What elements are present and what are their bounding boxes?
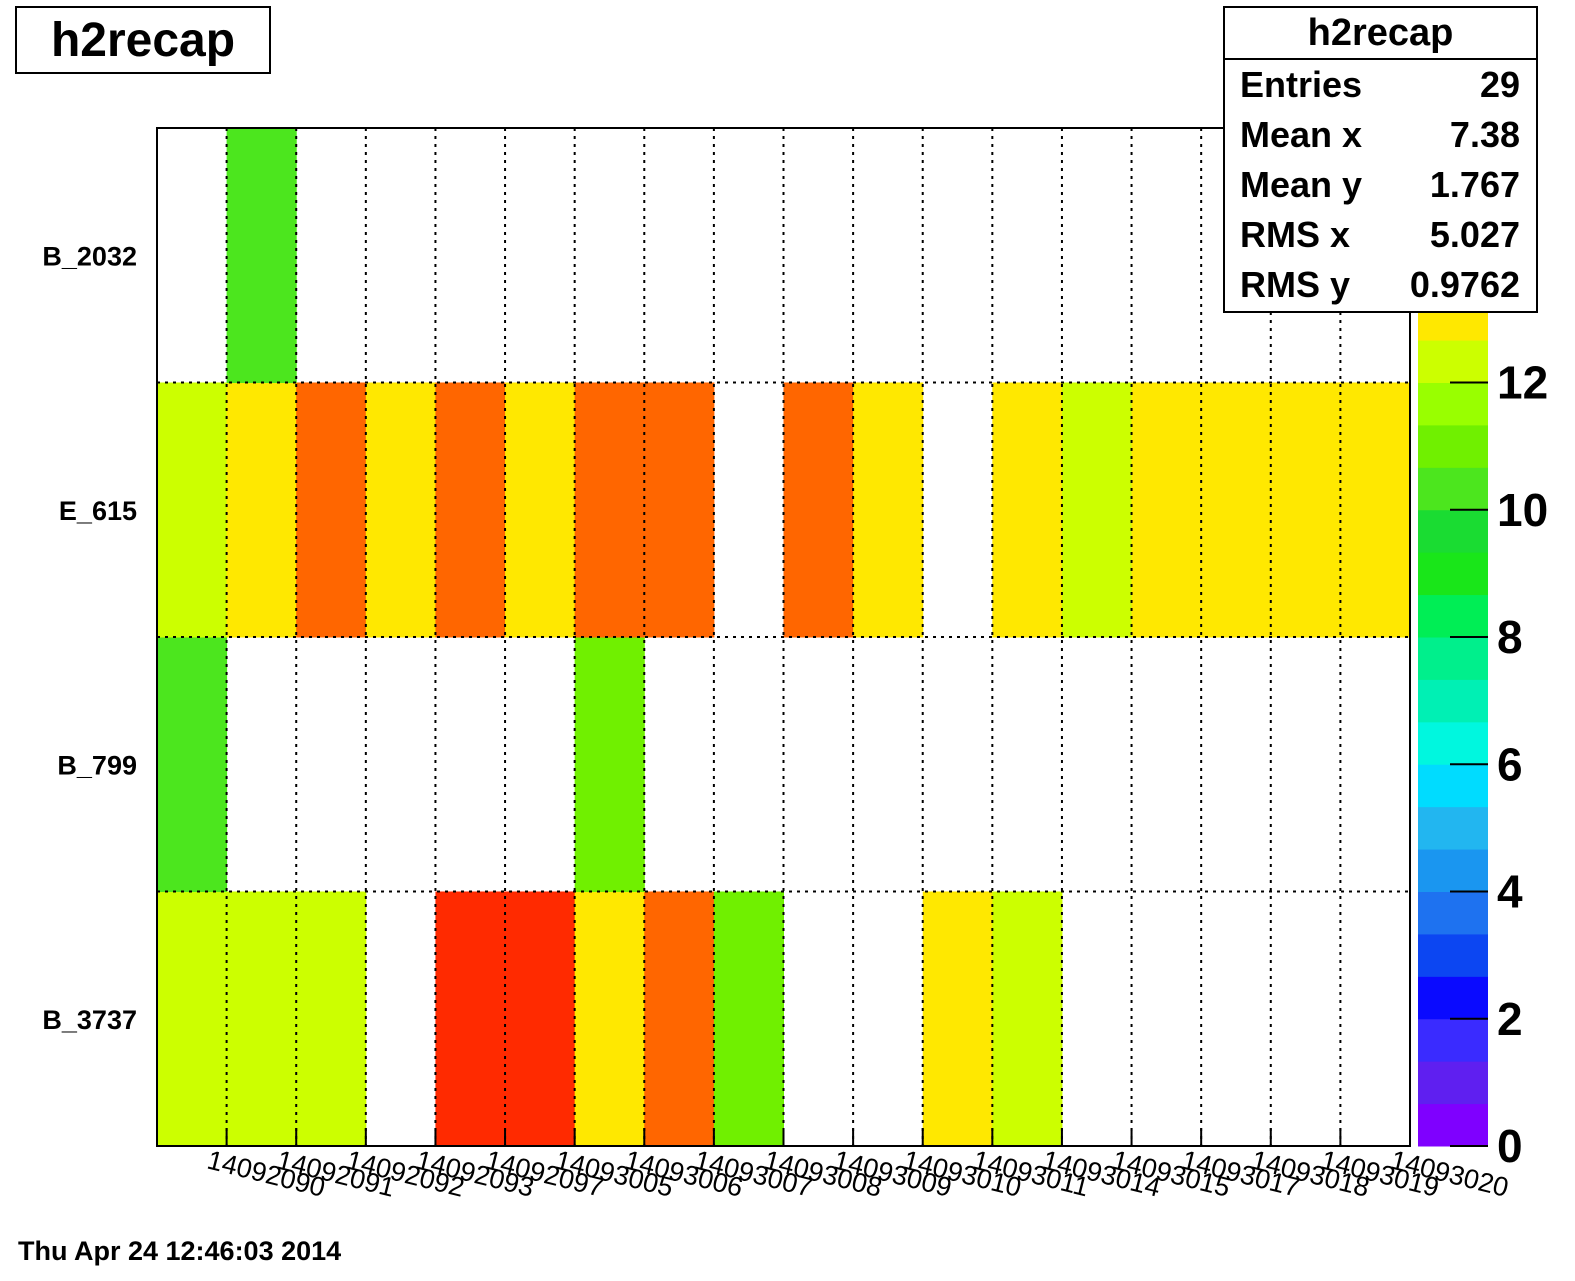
heatmap-cell bbox=[157, 891, 228, 1147]
color-scale-band bbox=[1418, 976, 1488, 1020]
stats-value: 5.027 bbox=[1429, 214, 1520, 255]
heatmap-cell bbox=[992, 891, 1063, 1147]
heatmap-cell bbox=[296, 891, 367, 1147]
heatmap-cell bbox=[157, 637, 228, 892]
heatmap-cell bbox=[1131, 382, 1202, 638]
color-scale-label: 12 bbox=[1497, 357, 1548, 409]
heatmap-cell bbox=[505, 891, 576, 1147]
color-scale-band bbox=[1418, 340, 1488, 383]
color-scale-label: 10 bbox=[1497, 484, 1548, 536]
heatmap-cell bbox=[435, 891, 506, 1147]
color-scale-band bbox=[1418, 933, 1488, 977]
stats-value: 1.767 bbox=[1429, 164, 1520, 205]
grid-lines bbox=[157, 128, 1410, 1146]
heatmap-cell bbox=[226, 128, 297, 383]
stats-row-rms-x: RMS x 5.027 bbox=[1225, 210, 1536, 260]
color-scale-label: 6 bbox=[1497, 738, 1523, 790]
heatmap-cell bbox=[157, 382, 228, 638]
color-scale-band bbox=[1418, 679, 1488, 723]
stats-label: RMS x bbox=[1240, 214, 1351, 255]
heatmap-cell bbox=[226, 382, 297, 638]
heatmap-cell bbox=[992, 382, 1063, 638]
heatmap-cell bbox=[1201, 382, 1272, 638]
y-tick-label: B_2032 bbox=[42, 241, 137, 271]
color-scale-band bbox=[1418, 509, 1488, 553]
y-tick-label: B_3737 bbox=[42, 1005, 137, 1035]
heatmap-cell bbox=[1061, 382, 1133, 638]
statistics-box: h2recap Entries 29 Mean x 7.38 Mean y 1.… bbox=[1223, 6, 1538, 313]
color-scale-band bbox=[1418, 1061, 1488, 1105]
heatmap-cell bbox=[644, 891, 715, 1147]
heatmap-cell bbox=[1340, 382, 1411, 638]
stats-row-rms-y: RMS y 0.9762 bbox=[1225, 260, 1536, 310]
heatmap-cells bbox=[157, 128, 1411, 1147]
heatmap-cell bbox=[644, 382, 715, 638]
heatmap-cell bbox=[574, 891, 645, 1147]
y-axis-ticks: B_3737 B_799 E_615 B_2032 bbox=[42, 241, 137, 1035]
color-scale-band bbox=[1418, 594, 1488, 638]
heatmap-cell bbox=[365, 382, 436, 638]
heatmap-cell bbox=[853, 382, 924, 638]
color-scale-band bbox=[1418, 637, 1488, 680]
color-scale-band bbox=[1418, 467, 1488, 511]
color-scale-label: 0 bbox=[1497, 1120, 1523, 1172]
color-scale-band bbox=[1418, 806, 1488, 850]
stats-row-mean-y: Mean y 1.767 bbox=[1225, 160, 1536, 210]
color-scale-label: 8 bbox=[1497, 611, 1523, 663]
stats-title: h2recap bbox=[1225, 8, 1536, 60]
stats-value: 7.38 bbox=[1449, 114, 1520, 155]
heatmap-cell bbox=[783, 382, 854, 638]
heatmap-cell bbox=[1270, 382, 1341, 638]
stats-row-entries: Entries 29 bbox=[1225, 60, 1536, 110]
stats-label: Entries bbox=[1240, 64, 1363, 105]
color-scale-band bbox=[1418, 849, 1488, 892]
heatmap-cell bbox=[435, 382, 506, 638]
stats-label: Mean y bbox=[1240, 164, 1363, 205]
color-scale-label: 4 bbox=[1497, 866, 1523, 918]
histogram-title: h2recap bbox=[15, 6, 271, 74]
heatmap-cell bbox=[713, 891, 784, 1147]
color-scale-label: 2 bbox=[1497, 993, 1523, 1045]
color-scale-band bbox=[1418, 1103, 1488, 1147]
stats-label: RMS y bbox=[1240, 264, 1351, 305]
heatmap-cell bbox=[922, 891, 993, 1147]
color-scale-band bbox=[1418, 764, 1488, 808]
heatmap-cell bbox=[574, 637, 645, 892]
stats-value: 29 bbox=[1479, 64, 1520, 105]
stats-value: 0.9762 bbox=[1409, 264, 1520, 305]
color-scale-band bbox=[1418, 1018, 1488, 1062]
heatmap-cell bbox=[505, 382, 576, 638]
color-scale-band bbox=[1418, 424, 1488, 468]
timestamp: Thu Apr 24 12:46:03 2014 bbox=[18, 1236, 342, 1266]
stats-row-mean-x: Mean x 7.38 bbox=[1225, 110, 1536, 160]
y-tick-label: E_615 bbox=[59, 496, 137, 526]
heatmap-cell bbox=[226, 891, 297, 1147]
y-tick-label: B_799 bbox=[57, 750, 137, 780]
heatmap-cell bbox=[574, 382, 645, 638]
color-scale-band bbox=[1418, 552, 1488, 596]
heatmap-cell bbox=[296, 382, 367, 638]
color-scale-band bbox=[1418, 891, 1488, 935]
color-scale-band bbox=[1418, 382, 1488, 426]
stats-label: Mean x bbox=[1240, 114, 1363, 155]
color-scale-band bbox=[1418, 721, 1488, 765]
